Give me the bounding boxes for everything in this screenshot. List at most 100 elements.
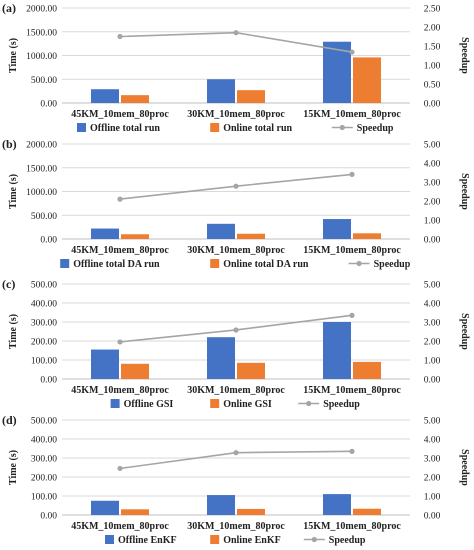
category-label: 30KM_10mem_80proc <box>187 521 285 532</box>
y-axis-title: Time (s) <box>8 450 19 485</box>
y-tick-label: 0.00 <box>40 100 57 110</box>
bar-online <box>121 95 149 103</box>
legend-label: Offline GSI <box>124 399 174 410</box>
speedup-point <box>117 33 123 40</box>
legend-item: Offline total run <box>77 123 160 134</box>
y2-tick-label: 4.00 <box>424 160 441 170</box>
bar-online <box>237 508 265 515</box>
y-tick-label: 2000.00 <box>26 141 57 151</box>
bar-online <box>121 234 149 239</box>
speedup-point <box>349 448 355 454</box>
bar-offline <box>207 495 235 515</box>
category-label: 15KM_10mem_80proc <box>303 109 401 120</box>
legend-swatch-offline <box>60 259 70 268</box>
legend-swatch-offline <box>105 535 114 544</box>
legend-marker-speedup <box>306 400 312 407</box>
y2-tick-label: 3.00 <box>424 179 441 189</box>
speedup-point <box>349 312 355 318</box>
speedup-point <box>117 465 123 472</box>
y-tick-label: 0.00 <box>40 236 57 246</box>
bar-online <box>237 90 265 103</box>
y2-tick-label: 1.00 <box>424 357 441 367</box>
y2-tick-label: 2.50 <box>424 5 441 15</box>
y-tick-label: 500.00 <box>31 76 57 86</box>
legend-item: Online EnKF <box>210 535 281 546</box>
bar-online <box>353 57 381 103</box>
legend-item: Offline EnKF <box>105 535 177 546</box>
speedup-line <box>119 31 353 53</box>
y2-tick-label: 2.00 <box>424 198 441 208</box>
legend-swatch-online <box>210 259 220 268</box>
y-tick-label: 500.00 <box>31 212 57 222</box>
y2-axis-title: Speedup <box>459 37 470 74</box>
category-label: 45KM_10mem_80proc <box>71 521 169 532</box>
speedup-point <box>233 30 239 36</box>
category-label: 45KM_10mem_80proc <box>71 109 169 120</box>
legend-label: Online GSI <box>223 399 272 410</box>
y2-tick-label: 4.00 <box>424 300 441 310</box>
legend-item: Online total run <box>210 123 293 134</box>
y-tick-label: 200.00 <box>31 338 57 348</box>
category-label: 15KM_10mem_80proc <box>303 521 401 532</box>
y-tick-label: 1000.00 <box>26 188 57 198</box>
category-label: 30KM_10mem_80proc <box>187 385 285 396</box>
y-axis-title: Time (s) <box>8 174 19 209</box>
y2-tick-label: 1.50 <box>424 43 441 53</box>
legend-swatch-online <box>210 535 220 544</box>
chart-panel-c: (c) 0.00 100.00 200.00 300.00 400.00 500.00 0.0… <box>2 277 470 410</box>
y-tick-label: 300.00 <box>31 455 57 465</box>
y2-tick-label: 0.00 <box>424 236 441 246</box>
bar-online <box>121 509 149 515</box>
bar-offline <box>323 494 351 515</box>
legend-item: Offline GSI <box>110 399 174 410</box>
y2-tick-label: 0.00 <box>424 376 441 386</box>
legend-label: Speedup <box>323 399 360 410</box>
y-tick-label: 0.00 <box>40 512 57 522</box>
legend-item: Online GSI <box>210 399 272 410</box>
y-tick-label: 500.00 <box>31 417 57 427</box>
y-tick-label: 400.00 <box>31 300 57 310</box>
y2-tick-label: 0.00 <box>424 100 441 110</box>
speedup-point <box>117 196 123 202</box>
y-tick-label: 300.00 <box>31 319 57 329</box>
speedup-point <box>349 49 355 55</box>
y2-tick-label: 5.00 <box>424 417 441 427</box>
legend-label: Online total DA run <box>223 259 309 270</box>
panel-label: (b) <box>2 137 17 151</box>
bar-offline <box>207 223 235 239</box>
bar-online <box>353 233 381 239</box>
speedup-point <box>233 450 239 456</box>
y-tick-label: 100.00 <box>31 357 57 367</box>
y2-tick-label: 2.00 <box>424 338 441 348</box>
bar-online <box>121 363 149 379</box>
speedup-point <box>117 339 123 345</box>
chart-panel-d: (d) 0.00 100.00 200.00 300.00 400.00 500.00 0.0… <box>2 413 470 546</box>
category-label: 15KM_10mem_80proc <box>303 385 401 396</box>
legend-item: Speedup <box>348 259 411 270</box>
bar-online <box>237 362 265 379</box>
y-tick-label: 400.00 <box>31 436 57 446</box>
y-tick-label: 0.00 <box>40 376 57 386</box>
bar-online <box>353 361 381 379</box>
y2-tick-label: 3.00 <box>424 455 441 465</box>
chart-panel-b: (b) 0.00 500.00 1000.00 1500.00 2000.00 0.00 1.… <box>2 137 470 270</box>
speedup-point <box>233 327 239 333</box>
legend-marker-speedup <box>311 536 317 543</box>
y2-axis-title: Speedup <box>459 313 470 350</box>
category-label: 15KM_10mem_80proc <box>303 245 401 256</box>
y2-tick-label: 1.00 <box>424 62 441 72</box>
legend-label: Speedup <box>374 259 411 270</box>
legend-label: Offline total run <box>90 123 160 134</box>
bar-offline <box>91 228 119 239</box>
y2-tick-label: 1.00 <box>424 217 441 227</box>
y2-tick-label: 5.00 <box>424 281 441 291</box>
y-tick-label: 2000.00 <box>26 5 57 15</box>
y-tick-label: 200.00 <box>31 474 57 484</box>
legend-label: Speedup <box>329 535 366 546</box>
bar-offline <box>207 337 235 379</box>
legend-item: Offline total DA run <box>60 259 160 270</box>
panel-label: (c) <box>2 277 15 291</box>
legend-label: Offline total DA run <box>73 259 160 270</box>
legend-swatch-online <box>210 399 220 408</box>
